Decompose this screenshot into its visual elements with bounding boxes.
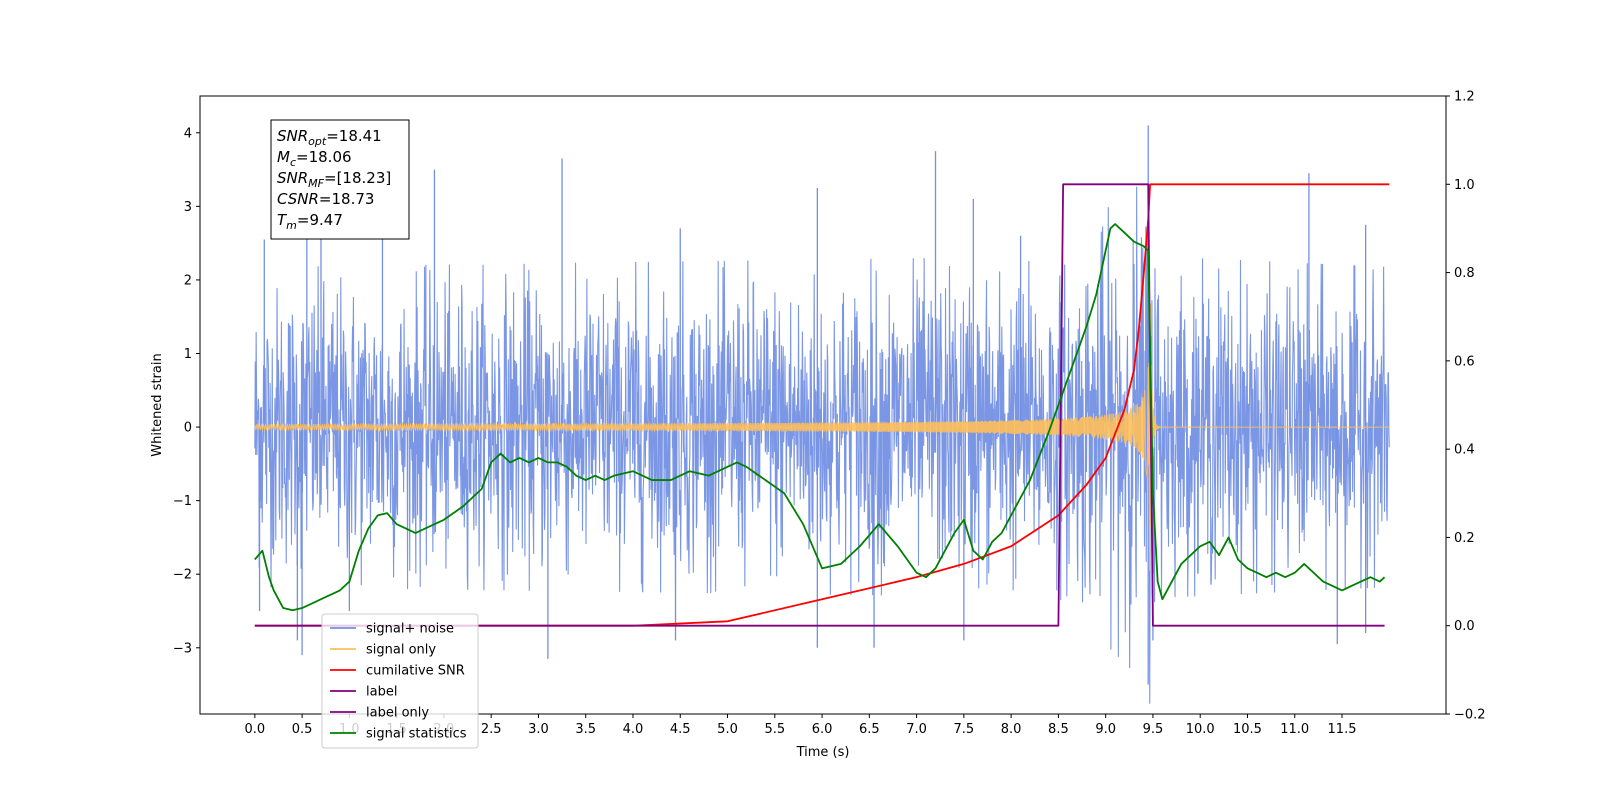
x-tick-label: 9.5 [1143,722,1164,737]
x-tick-label: 0.0 [244,722,265,737]
label-line [254,183,1385,627]
x-tick-label: 5.5 [764,722,785,737]
y-tick-label: 4 [184,126,192,141]
x-tick-label: 5.0 [717,722,738,737]
y-tick-label: 1 [184,347,192,362]
x-tick-label: 2.5 [481,722,502,737]
legend-entry-label: label only [366,706,429,721]
annotation-frame [270,119,410,240]
annotation-line: Tm=9.47 [277,211,343,232]
legend: signal+ noise signal only cumilative SNR la… [321,613,479,749]
x-tick-label: 4.5 [670,722,691,737]
y-tick-label: 3 [184,200,192,215]
y2-tick-label: 0.2 [1454,531,1475,546]
y-tick-label: −1 [173,494,192,509]
y-tick-label: 0 [184,421,192,436]
annotation-line: SNRopt=18.41 [277,127,382,148]
signal-statistics-line [254,223,1386,612]
legend-entry-label: signal+ noise [366,622,454,637]
x-tick-label: 3.0 [528,722,549,737]
x-tick-label: 0.5 [292,722,313,737]
plot-area-frame [199,95,1447,715]
signal-only-trace [254,304,1390,571]
stats-annotation-box: SNRopt=18.41Mc=18.06SNRMF=[18.23]CSNR=18… [270,119,410,240]
legend-entry-label: signal statistics [366,727,467,742]
y2-tick-label: 0.8 [1454,266,1475,281]
y2-tick-label: 0.4 [1454,443,1475,458]
legend-frame [321,613,479,749]
x-tick-label: 11.0 [1280,722,1309,737]
legend-entry-label: cumilative SNR [366,664,465,679]
x-tick-label: 6.0 [812,722,833,737]
signal-noise-trace [254,186,1390,704]
y2-tick-label: 0.6 [1454,354,1475,369]
annotation-line: Mc=18.06 [277,148,352,169]
y2-tick-label: 1.2 [1454,90,1475,105]
y-axis-ticks: −3 −2 −1 0 1 2 3 4 [173,126,200,656]
x-tick-label: 8.0 [1001,722,1022,737]
line-series-group [254,183,1390,627]
y2-tick-label: 0.0 [1454,619,1475,634]
x-tick-label: 7.0 [906,722,927,737]
annotation-line: SNRMF=[18.23] [277,169,391,190]
x-tick-label: 7.5 [954,722,975,737]
y2-axis-ticks: −0.2 0.0 0.2 0.4 0.6 0.8 1.0 1.2 [1446,90,1486,723]
x-tick-label: 4.0 [623,722,644,737]
y-tick-label: 2 [184,273,192,288]
signal-only-series [254,304,1390,571]
y2-tick-label: −0.2 [1454,708,1486,723]
legend-entry-label: signal only [366,643,436,658]
x-tick-label: 10.5 [1233,722,1262,737]
x-tick-label: 6.5 [859,722,880,737]
x-tick-label: 11.5 [1328,722,1357,737]
annotation-line: CSNR=18.73 [277,190,374,208]
y2-tick-label: 1.0 [1454,178,1475,193]
x-tick-label: 8.5 [1048,722,1069,737]
y-tick-label: −3 [173,641,192,656]
cumilative-snr-line [254,183,1390,627]
legend-entry-label: label [366,685,397,700]
x-tick-label: 10.0 [1186,722,1215,737]
y-tick-label: −2 [173,568,192,583]
x-tick-label: 9.0 [1095,722,1116,737]
x-tick-label: 3.5 [575,722,596,737]
x-axis-title: Time (s) [796,745,850,760]
y-axis-title: Whitened strain [150,353,165,456]
